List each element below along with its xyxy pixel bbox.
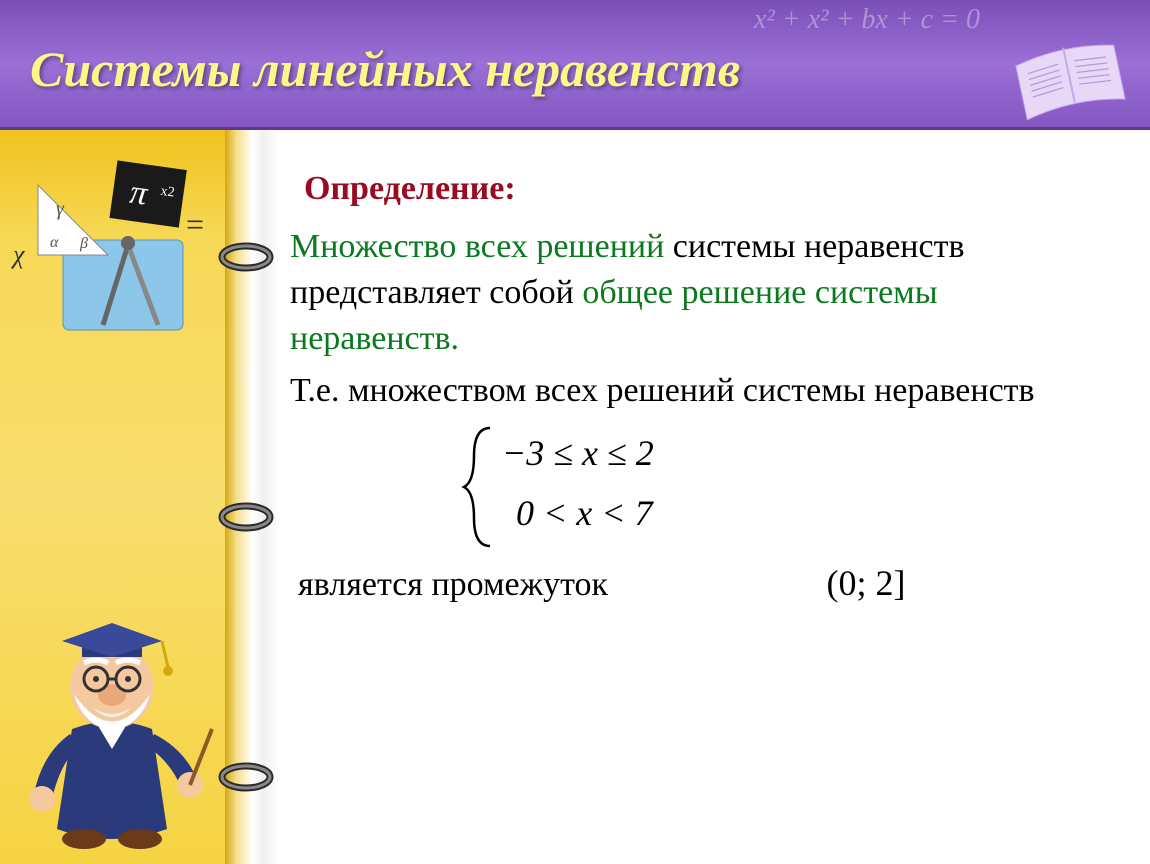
- slide: x² + x² + bx + c = 0 Системы линейных не…: [0, 0, 1150, 864]
- system-row-1: −3 ≤ x ≤ 2: [502, 432, 654, 474]
- svg-text:=: =: [186, 206, 204, 242]
- binder-ring-icon: [216, 760, 276, 794]
- curly-brace-icon: [460, 422, 500, 552]
- system-row-2: 0 < x < 7: [516, 492, 654, 534]
- slide-title: Системы линейных неравенств: [30, 40, 740, 98]
- definition-line2: Т.е. множеством всех решений системы нер…: [290, 368, 1100, 414]
- content-area: Определение: Множество всех решений сист…: [280, 130, 1150, 864]
- svg-text:α: α: [50, 234, 59, 251]
- answer-interval: (0; 2]: [827, 562, 906, 604]
- binder-ring-icon: [216, 240, 276, 274]
- svg-text:γ: γ: [56, 198, 65, 220]
- svg-text:β: β: [79, 235, 88, 252]
- definition-body: Множество всех решений системы неравенст…: [290, 224, 1100, 362]
- answer-text: является промежуток: [298, 566, 608, 603]
- svg-text:x2: x2: [160, 184, 176, 201]
- professor-icon: [12, 599, 217, 854]
- def-part-green-1: Множество всех решений: [290, 228, 673, 265]
- binder-ring-icon: [216, 500, 276, 534]
- definition-label: Определение:: [304, 170, 1100, 208]
- svg-text:χ: χ: [10, 240, 25, 269]
- math-tools-icon: π x2 γ α β χ =: [8, 145, 218, 355]
- background-formula: x² + x² + bx + c = 0: [754, 4, 980, 36]
- slide-header: x² + x² + bx + c = 0 Системы линейных не…: [0, 0, 1150, 130]
- answer-line: является промежуток (0; 2]: [298, 562, 1100, 604]
- inequality-system: −3 ≤ x ≤ 2 0 < x < 7: [460, 422, 1100, 552]
- book-icon: [1010, 35, 1130, 125]
- sidebar: π x2 γ α β χ =: [0, 130, 230, 864]
